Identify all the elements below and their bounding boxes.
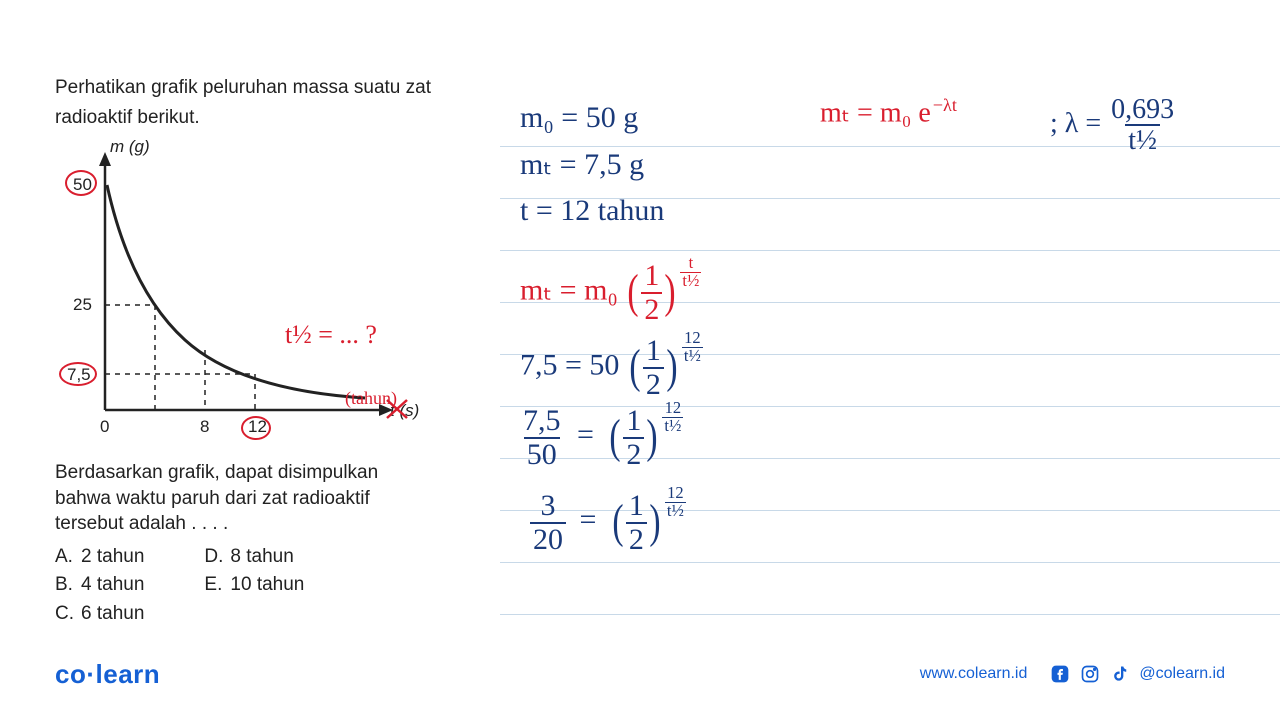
xtick-0: 0	[100, 417, 109, 436]
conclusion-line3: tersebut adalah . . . .	[55, 511, 485, 537]
answer-options: A.2 tahun B.4 tahun C.6 tahun D.8 tahun …	[55, 543, 485, 629]
given-values: m₀ = 50 g mₜ = 7,5 g t = 12 tahun	[520, 95, 664, 235]
formula-half-life: mₜ = m₀ ( 12 )tt½	[520, 260, 701, 325]
option-d: D.8 tahun	[204, 543, 304, 572]
footer-url: www.colearn.id	[920, 665, 1028, 683]
given-t: t = 12 tahun	[520, 188, 664, 235]
footer-handle: @colearn.id	[1139, 665, 1225, 683]
given-mt: mₜ = 7,5 g	[520, 142, 664, 189]
option-a: A.2 tahun	[55, 543, 144, 572]
circle-7-5	[59, 362, 97, 386]
x-label-annotation: (tahun)	[345, 388, 397, 409]
half-life-question: t½ = ... ?	[285, 320, 377, 350]
conclusion-line1: Berdasarkan grafik, dapat disimpulkan	[55, 460, 485, 486]
logo: co·learn	[55, 659, 160, 690]
formula-exponential: mₜ = m₀ e−λt	[820, 95, 957, 129]
y-axis-label: m (g)	[110, 140, 150, 156]
decay-graph: m (g) 50 25 7,5 0 8 12 t (s) (tahun)	[45, 140, 425, 440]
given-m0: m₀ = 50 g	[520, 95, 664, 142]
problem-conclusion: Berdasarkan grafik, dapat disimpulkan ba…	[55, 460, 485, 628]
formula-lambda: ; λ = 0,693 t½	[1050, 95, 1177, 156]
tiktok-icon	[1109, 663, 1131, 685]
problem-line2: radioaktif berikut.	[55, 105, 485, 131]
facebook-icon	[1049, 663, 1071, 685]
problem-line1: Perhatikan grafik peluruhan massa suatu …	[55, 75, 485, 101]
circle-50	[65, 170, 97, 196]
social-icons: @colearn.id	[1049, 663, 1225, 685]
option-c: C.6 tahun	[55, 600, 144, 629]
ytick-25: 25	[73, 295, 92, 314]
xtick-8: 8	[200, 417, 209, 436]
instagram-icon	[1079, 663, 1101, 685]
step3: 320 = ( 12 )12t½	[530, 490, 686, 555]
option-e: E.10 tahun	[204, 571, 304, 600]
conclusion-line2: bahwa waktu paruh dari zat radioaktif	[55, 486, 485, 512]
footer: co·learn www.colearn.id @colearn.id	[0, 654, 1280, 694]
step2: 7,550 = ( 12 )12t½	[520, 405, 683, 470]
problem-statement: Perhatikan grafik peluruhan massa suatu …	[55, 75, 485, 134]
option-b: B.4 tahun	[55, 571, 144, 600]
circle-12	[241, 416, 271, 440]
step1: 7,5 = 50 ( 12 )12t½	[520, 335, 703, 400]
